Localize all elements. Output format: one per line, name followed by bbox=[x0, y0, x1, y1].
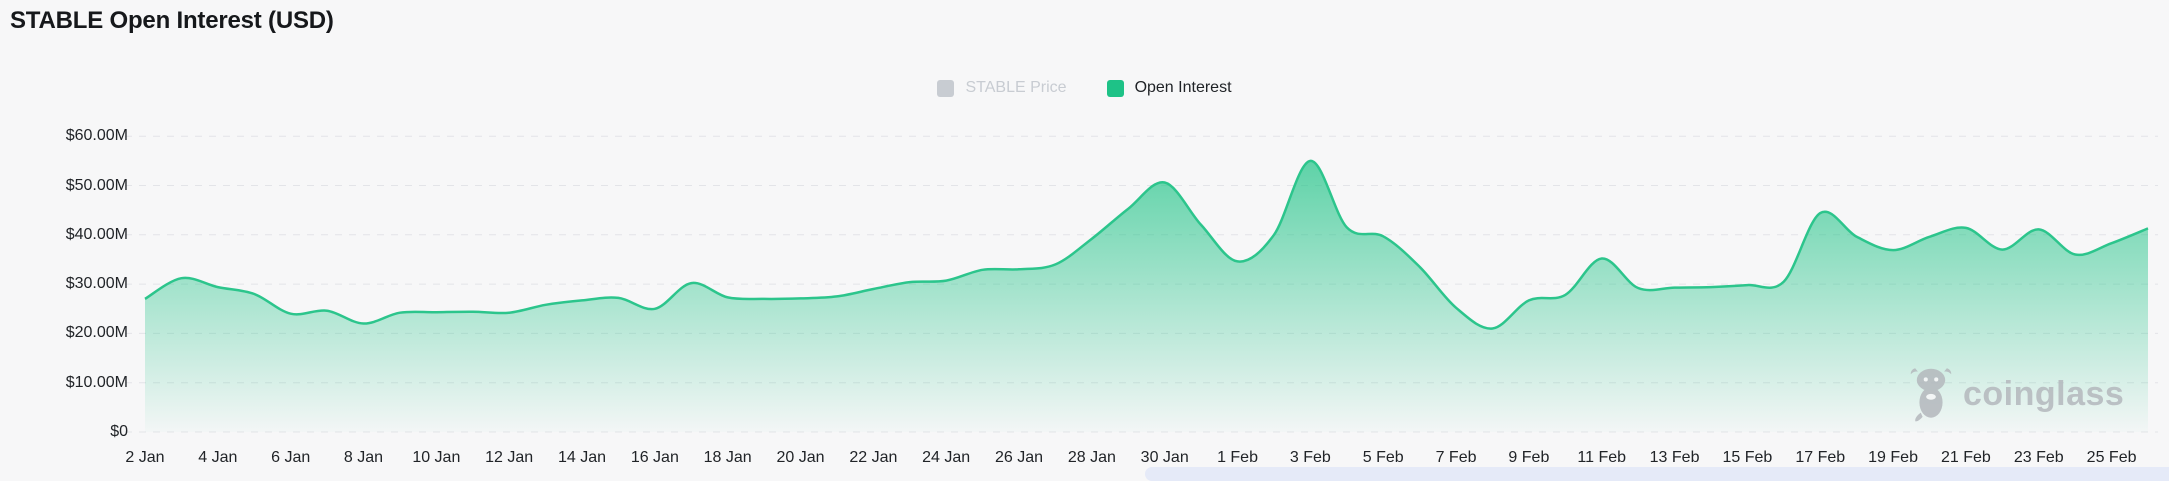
x-axis-label: 14 Jan bbox=[557, 449, 607, 466]
page-title: STABLE Open Interest (USD) bbox=[10, 7, 334, 34]
legend-item-open-interest[interactable]: Open Interest bbox=[1106, 78, 1232, 98]
x-axis-label: 26 Jan bbox=[995, 449, 1044, 466]
x-axis-label: 13 Feb bbox=[1649, 449, 1700, 466]
x-axis-label: 2 Jan bbox=[125, 449, 165, 466]
x-axis-label: 20 Jan bbox=[776, 449, 825, 466]
x-axis-label: 30 Jan bbox=[1140, 449, 1189, 466]
y-axis-label: $40.00M bbox=[65, 225, 128, 243]
y-axis-label: $10.00M bbox=[65, 373, 128, 391]
x-axis-label: 28 Jan bbox=[1067, 449, 1116, 466]
legend-swatch-open-interest bbox=[1106, 79, 1124, 97]
x-axis-label: 18 Jan bbox=[703, 449, 752, 466]
x-axis-label: 6 Jan bbox=[271, 449, 311, 466]
x-axis-label: 10 Jan bbox=[412, 449, 461, 466]
y-axis-label: $30.00M bbox=[65, 275, 128, 293]
x-axis-label: 25 Feb bbox=[2086, 449, 2137, 466]
x-axis-label: 4 Jan bbox=[198, 449, 238, 466]
open-interest-line bbox=[144, 159, 2149, 330]
x-axis-label: 24 Jan bbox=[922, 449, 971, 466]
x-axis-label: 22 Jan bbox=[849, 449, 898, 466]
x-axis-label: 5 Feb bbox=[1362, 449, 1404, 466]
legend-label-open-interest: Open Interest bbox=[1134, 79, 1232, 96]
x-axis-label: 12 Jan bbox=[485, 449, 534, 466]
bottom-scrollbar[interactable] bbox=[1145, 467, 2169, 481]
x-axis-label: 19 Feb bbox=[1868, 449, 1918, 466]
x-axis-label: 9 Feb bbox=[1508, 449, 1550, 466]
x-axis-label: 8 Jan bbox=[343, 449, 384, 466]
legend-label-stable-price: STABLE Price bbox=[965, 79, 1067, 96]
x-axis-label: 21 Feb bbox=[1941, 449, 1991, 466]
y-axis-label: $20.00M bbox=[65, 324, 128, 342]
y-axis-label: $60.00M bbox=[65, 127, 128, 145]
x-axis-label: 11 Feb bbox=[1577, 449, 1627, 466]
x-axis-label: 3 Feb bbox=[1289, 449, 1331, 466]
x-axis-label: 15 Feb bbox=[1722, 449, 1773, 466]
y-axis-label: $0 bbox=[110, 423, 128, 440]
x-axis-label: 23 Feb bbox=[2013, 449, 2064, 466]
x-axis-label: 7 Feb bbox=[1435, 449, 1477, 466]
x-axis-label: 1 Feb bbox=[1217, 449, 1258, 466]
legend-swatch-stable-price bbox=[937, 79, 955, 97]
x-axis-label: 17 Feb bbox=[1795, 449, 1846, 466]
open-interest-area bbox=[145, 160, 2148, 432]
legend-item-stable-price[interactable]: STABLE Price bbox=[937, 78, 1067, 98]
y-axis-label: $50.00M bbox=[65, 176, 128, 194]
chart-legend: STABLE Price Open Interest bbox=[0, 78, 2169, 98]
x-axis-label: 16 Jan bbox=[630, 449, 679, 466]
